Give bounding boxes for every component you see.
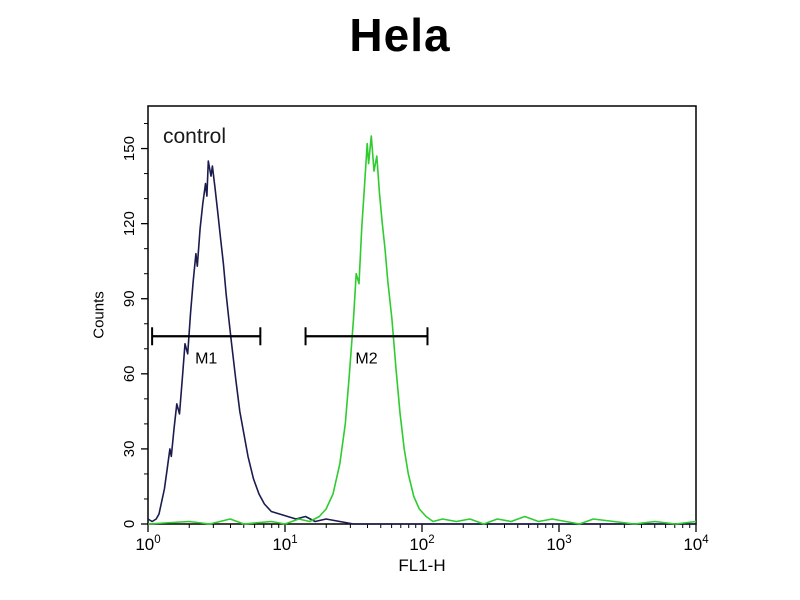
x-tick-label: 104 [683, 534, 709, 554]
y-axis-label: Counts [90, 291, 108, 339]
y-tick-label: 150 [121, 136, 138, 161]
histogram-curve-control [148, 160, 696, 525]
control-annotation: control [163, 125, 227, 148]
histogram-curve-sample [148, 135, 696, 525]
y-tick-label: 0 [121, 520, 138, 528]
x-tick-label: 101 [272, 534, 297, 554]
y-tick-label: 60 [121, 365, 138, 382]
plot-frame [147, 105, 697, 525]
gate-label: M2 [355, 350, 377, 367]
x-tick-label: 100 [135, 534, 160, 554]
y-tick-label: 30 [121, 441, 138, 458]
y-tick-label: 120 [121, 211, 138, 236]
chart-title: Hela [349, 9, 451, 61]
y-tick-label: 90 [121, 290, 138, 307]
x-tick-label: 102 [409, 534, 434, 554]
x-tick-label: 103 [546, 534, 571, 554]
x-axis-label: FL1-H [398, 556, 446, 575]
gate-label: M1 [195, 350, 217, 367]
